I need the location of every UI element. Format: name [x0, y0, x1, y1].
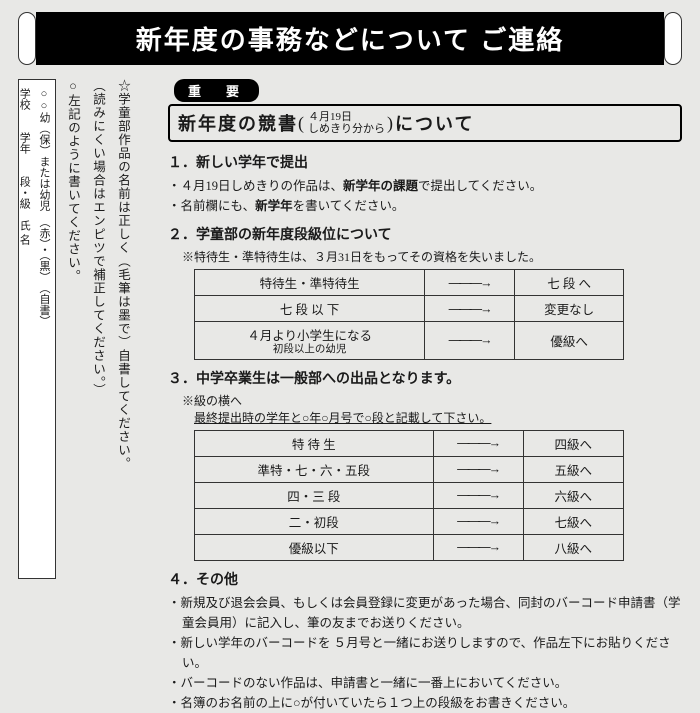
- sample-line-2: 学校 学年 段・級 氏 名: [18, 88, 30, 245]
- sec4-b3: バーコードのない作品は、申請書と一緒に一番上においてください。: [168, 673, 682, 693]
- cell: 優級へ: [515, 322, 624, 360]
- cell: 七 段 以 下: [195, 296, 425, 322]
- sec4-b4: 名簿のお名前の上に○が付いていたら１つ上の段級をお書きください。: [168, 693, 682, 713]
- table-row: ４月より小学生になる初段以上の幼児―――→優級へ: [195, 322, 624, 360]
- sec2-note: ※特待生・準特待生は、３月31日をもってその資格を失いました。: [168, 248, 682, 265]
- sub-banner-suffix: について: [395, 110, 474, 136]
- vertical-notes: ☆学童部作品の名前は正しく（毛筆は墨で）自書してください。 （読みにくい場合はエ…: [60, 79, 135, 639]
- arrow-cell: ―――→: [433, 508, 523, 534]
- left-column: ○○幼（保）または幼児 （赤）・（黒） （自書） 学校 学年 段・級 氏 名 ☆…: [18, 79, 158, 649]
- s1b1post: で提出してください。: [418, 179, 542, 193]
- sub-banner-paren: ４月19日 しめきり分から: [308, 111, 385, 135]
- sample-name-box: ○○幼（保）または幼児 （赤）・（黒） （自書） 学校 学年 段・級 氏 名: [18, 79, 56, 579]
- cell: ４月より小学生になる初段以上の幼児: [195, 322, 425, 360]
- sec1-title: １．新しい学年で提出: [168, 152, 682, 172]
- arrow-cell: ―――→: [425, 322, 515, 360]
- paren-top: ４月19日: [308, 111, 352, 123]
- arrow-cell: ―――→: [433, 456, 523, 482]
- scroll-cap-right: [664, 12, 682, 65]
- cell-l2: 初段以上の幼児: [203, 344, 416, 356]
- cell: 八級へ: [523, 534, 623, 560]
- cell-l1: ４月より小学生になる: [247, 329, 372, 343]
- cell: 優級以下: [195, 534, 434, 560]
- arrow-cell: ―――→: [433, 534, 523, 560]
- s1b2pre: 名前欄にも、: [181, 199, 256, 213]
- table-row: 優級以下―――→八級へ: [195, 534, 624, 560]
- cell: 五級へ: [523, 456, 623, 482]
- cell: 六級へ: [523, 482, 623, 508]
- s1b1bold: 新学年の課題: [343, 179, 418, 193]
- vnote-2: （読みにくい場合はエンピツで補正してください。）: [85, 79, 110, 639]
- sec2-table: 特待生・準特待生―――→七 段 へ 七 段 以 下―――→変更なし ４月より小学…: [194, 269, 624, 360]
- table-row: 四・三 段―――→六級へ: [195, 482, 624, 508]
- sec3-title: ３．中学卒業生は一般部への出品となります。: [168, 368, 682, 388]
- table-row: 七 段 以 下―――→変更なし: [195, 296, 624, 322]
- cell: 特待生・準特待生: [195, 270, 425, 296]
- cell: 二・初段: [195, 508, 434, 534]
- sec4-title: ４．その他: [168, 569, 682, 589]
- cell: 特 待 生: [195, 430, 434, 456]
- arrow-cell: ―――→: [433, 430, 523, 456]
- table-row: 特待生・準特待生―――→七 段 へ: [195, 270, 624, 296]
- cell: 四・三 段: [195, 482, 434, 508]
- right-column: 重 要 新年度の競書 ( ４月19日 しめきり分から ) について １．新しい学…: [168, 79, 682, 649]
- sec3-sub2: 最終提出時の学年と○年○月号で○段と記載して下さい。: [168, 409, 682, 426]
- table-row: 特 待 生―――→四級へ: [195, 430, 624, 456]
- sub-banner: 新年度の競書 ( ４月19日 しめきり分から ) について: [168, 104, 682, 142]
- sec4-b2: 新しい学年のバーコードを ５月号と一緒にお送りしますので、作品左下にお貼りくださ…: [168, 633, 682, 673]
- vnote-3: ○左記のように書いてください。: [60, 79, 85, 639]
- sub-banner-prefix: 新年度の競書: [178, 110, 298, 136]
- sec2-title: ２．学童部の新年度段級位について: [168, 224, 682, 244]
- table-row: 二・初段―――→七級へ: [195, 508, 624, 534]
- paren-bottom: しめきり分から: [308, 123, 385, 135]
- s1b2bold: 新学年: [255, 199, 293, 213]
- sec3-sub1: ※級の横へ: [168, 392, 682, 409]
- cell: 七級へ: [523, 508, 623, 534]
- arrow-cell: ―――→: [425, 296, 515, 322]
- cell: 準特・七・六・五段: [195, 456, 434, 482]
- arrow-cell: ―――→: [425, 270, 515, 296]
- sec3-table: 特 待 生―――→四級へ 準特・七・六・五段―――→五級へ 四・三 段―――→六…: [194, 430, 624, 561]
- sec1-b1: ４月19日しめきりの作品は、新学年の課題で提出してください。: [168, 176, 682, 196]
- cell: 変更なし: [515, 296, 624, 322]
- vnote-1: ☆学童部作品の名前は正しく（毛筆は墨で）自書してください。: [110, 79, 135, 639]
- scroll-cap-left: [18, 12, 36, 65]
- banner-title: 新年度の事務などについて ご連絡: [36, 12, 664, 65]
- table-row: 準特・七・六・五段―――→五級へ: [195, 456, 624, 482]
- cell: 四級へ: [523, 430, 623, 456]
- sec4-b1: 新規及び退会会員、もしくは会員登録に変更があった場合、同封のバーコード申請書（学…: [168, 593, 682, 633]
- s1b1pre: ４月19日しめきりの作品は、: [181, 179, 344, 193]
- cell: 七 段 へ: [515, 270, 624, 296]
- arrow-cell: ―――→: [433, 482, 523, 508]
- sample-line-1: ○○幼（保）または幼児 （赤）・（黒） （自書）: [38, 88, 50, 327]
- sec1-b2: 名前欄にも、新学年を書いてください。: [168, 196, 682, 216]
- s1b2post: を書いてください。: [293, 199, 405, 213]
- important-badge: 重 要: [174, 79, 259, 102]
- title-scroll-banner: 新年度の事務などについて ご連絡: [18, 12, 682, 65]
- main-content: ○○幼（保）または幼児 （赤）・（黒） （自書） 学校 学年 段・級 氏 名 ☆…: [18, 79, 682, 649]
